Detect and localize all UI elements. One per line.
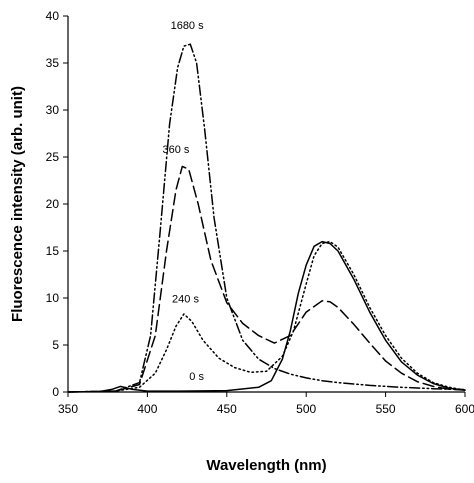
y-ticks: 0 5 10 15 20 25 30 35 40 <box>46 9 68 399</box>
x-tick-label: 500 <box>296 402 316 416</box>
x-tick-label: 350 <box>58 402 78 416</box>
x-tick-label: 550 <box>376 402 396 416</box>
series-line-240-s <box>67 240 466 393</box>
y-tick-label: 5 <box>52 338 59 352</box>
y-axis-title: Fluorescence intensity (arb. unit) <box>9 86 26 322</box>
series-annotation: 0 s <box>189 371 204 383</box>
y-tick-label: 10 <box>46 291 60 305</box>
x-tick-label: 600 <box>455 402 474 416</box>
series-group <box>67 43 466 393</box>
y-tick-label: 35 <box>46 56 60 70</box>
plot-area: 350 400 450 500 550 600 0 5 10 15 20 25 30 35 40 0 s 2… <box>46 9 474 416</box>
series-annotation: 360 s <box>163 144 190 156</box>
y-tick-label: 15 <box>46 244 60 258</box>
y-tick-label: 0 <box>52 385 59 399</box>
series-annotation: 240 s <box>172 294 199 306</box>
x-tick-label: 450 <box>217 402 237 416</box>
x-axis-title: Wavelength (nm) <box>206 457 326 474</box>
series-line-1680-s <box>67 43 466 393</box>
y-tick-label: 30 <box>46 103 60 117</box>
y-tick-label: 20 <box>46 197 60 211</box>
series-line-360-s <box>67 165 466 393</box>
y-tick-label: 40 <box>46 9 60 23</box>
y-tick-label: 25 <box>46 150 60 164</box>
annotations: 0 s 240 s 360 s 1680 s <box>163 20 205 383</box>
series-line-0-s <box>67 240 466 393</box>
x-tick-label: 400 <box>137 402 157 416</box>
x-ticks: 350 400 450 500 550 600 <box>58 392 474 416</box>
series-annotation: 1680 s <box>171 20 205 32</box>
